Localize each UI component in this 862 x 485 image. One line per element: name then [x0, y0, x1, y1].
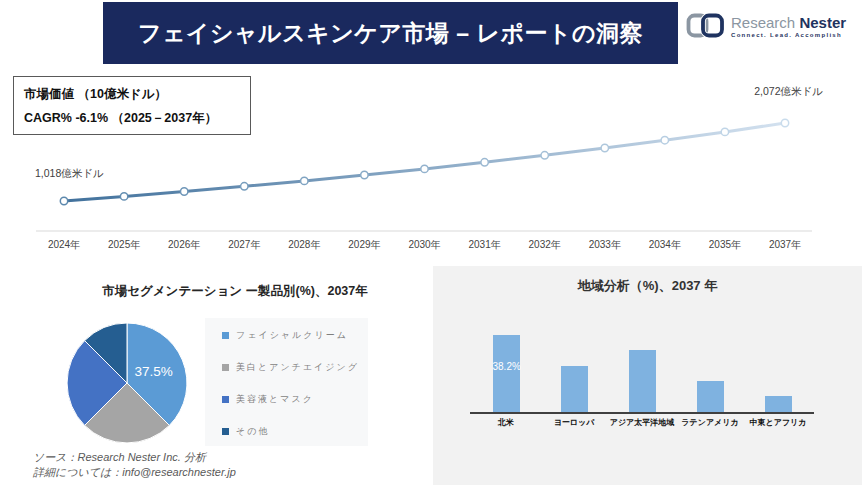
bar-category-label: 北米 — [472, 417, 540, 428]
data-point — [60, 197, 67, 204]
data-point — [601, 144, 608, 151]
x-axis-label: 2024年 — [48, 239, 80, 250]
bar — [697, 381, 724, 412]
bar-column — [608, 350, 676, 412]
logo-text-research: Research — [731, 14, 795, 31]
legend-item: 美白とアンチエイジング — [222, 351, 368, 383]
pie-chart: 37.5% — [65, 321, 189, 445]
bar-category-label: アジア太平洋地域 — [608, 417, 676, 428]
x-axis-label: 2033年 — [589, 239, 621, 250]
research-nester-logo-icon — [686, 12, 726, 39]
data-point — [241, 183, 248, 190]
x-axis-label: 2028年 — [288, 239, 320, 250]
data-point — [421, 165, 428, 172]
legend-swatch-icon — [222, 396, 229, 403]
bar-column — [676, 381, 744, 412]
line-chart: 2024年 2025年 2026年 2027年 2028年 2029年 2030年 2031年… — [0, 80, 862, 260]
x-axis-label: 2030年 — [408, 239, 440, 250]
pie-label: 37.5% — [134, 364, 172, 379]
legend-label: フェイシャルクリーム — [236, 329, 348, 342]
x-axis-label: 2025年 — [108, 239, 140, 250]
data-point — [781, 119, 788, 126]
data-point — [541, 152, 548, 159]
data-point — [301, 177, 308, 184]
bar-value-label: 38.2% — [493, 361, 520, 372]
bar-column: 38.2% — [472, 335, 540, 412]
x-axis-label: 2026年 — [168, 239, 200, 250]
bar-columns: 38.2% — [472, 266, 812, 412]
legend-swatch-icon — [222, 332, 229, 339]
bar — [765, 396, 792, 412]
footer-source: ソース：Research Nester Inc. 分析 — [33, 450, 236, 465]
logo-tagline: Connect. Lead. Accomplish — [731, 32, 846, 38]
legend-label: その他 — [236, 425, 269, 438]
legend-item: その他 — [222, 415, 368, 446]
line-xlabels: 2024年 2025年 2026年 2027年 2028年 2029年 2030年 2031年… — [48, 239, 801, 250]
footer: ソース：Research Nester Inc. 分析 詳細については：info… — [33, 450, 236, 480]
regional-analysis-panel: 地域分析（%)、2037 年 38.2% 北米ヨーロッパアジア太平洋地域ラテンア… — [433, 266, 862, 485]
bar-column — [744, 396, 812, 412]
data-point — [120, 193, 127, 200]
bar-category-label: 中東とアフリカ — [744, 417, 812, 428]
line-series — [64, 123, 785, 201]
line-start-label: 1,018億米ドル — [35, 167, 104, 179]
data-point — [721, 128, 728, 135]
bar-category-label: ラテンアメリカ — [676, 417, 744, 428]
header-banner: フェイシャルスキンケア市場 – レポートの洞察 — [103, 2, 678, 64]
x-axis-label: 2027年 — [228, 239, 260, 250]
footer-contact: 詳細については：info@researchnester.jp — [33, 465, 236, 480]
pie-chart-title: 市場セグメンテーション ー製品別(%)、2037年 — [35, 283, 435, 300]
data-point — [481, 159, 488, 166]
legend-label: 美容液とマスク — [236, 393, 314, 406]
legend-item: フェイシャルクリーム — [222, 319, 368, 351]
data-point — [361, 171, 368, 178]
pie-slices — [67, 323, 187, 443]
x-axis-label: 2032年 — [529, 239, 561, 250]
company-logo: Research Nester Connect. Lead. Accomplis… — [686, 12, 846, 39]
bar-labels: 北米ヨーロッパアジア太平洋地域ラテンアメリカ中東とアフリカ — [472, 417, 812, 428]
pie-legend: フェイシャルクリーム美白とアンチエイジング美容液とマスクその他 — [205, 318, 368, 446]
legend-swatch-icon — [222, 428, 229, 435]
bar-axis-line — [470, 412, 814, 414]
bar-column — [540, 366, 608, 412]
x-axis-label: 2035年 — [709, 239, 741, 250]
data-point — [181, 188, 188, 195]
legend-label: 美白とアンチエイジング — [236, 361, 359, 374]
data-point — [661, 137, 668, 144]
bar — [629, 350, 656, 412]
x-axis-label: 2037年 — [769, 239, 801, 250]
bar — [561, 366, 588, 412]
x-axis-label: 2034年 — [649, 239, 681, 250]
page-title: フェイシャルスキンケア市場 – レポートの洞察 — [138, 18, 643, 49]
logo-text-nester: Nester — [799, 14, 846, 31]
bar: 38.2% — [493, 335, 520, 412]
line-end-label: 2,072億米ドル — [754, 85, 823, 97]
x-axis-label: 2029年 — [348, 239, 380, 250]
legend-swatch-icon — [222, 364, 229, 371]
bar-category-label: ヨーロッパ — [540, 417, 608, 428]
x-axis-label: 2031年 — [468, 239, 500, 250]
legend-item: 美容液とマスク — [222, 383, 368, 415]
